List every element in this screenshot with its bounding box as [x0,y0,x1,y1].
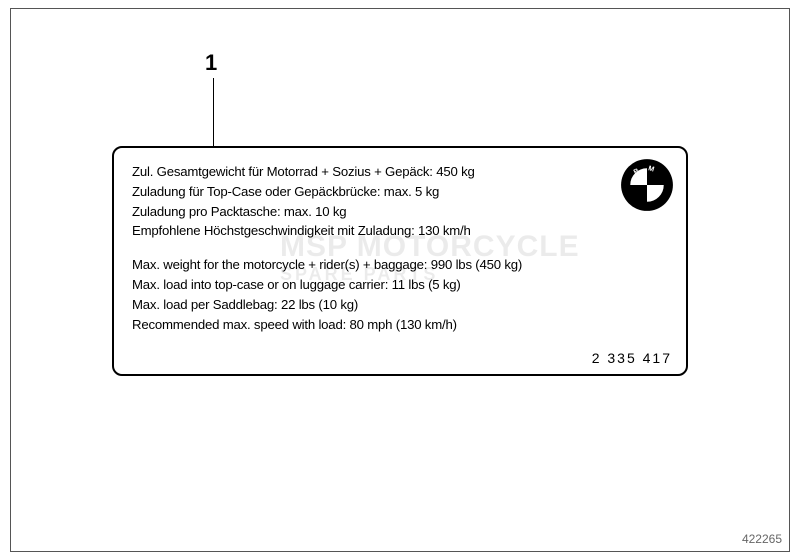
image-id: 422265 [742,532,782,546]
label-text-block-de: Zul. Gesamtgewicht für Motorrad + Sozius… [132,162,668,241]
callout-number: 1 [205,50,217,76]
label-line: Zul. Gesamtgewicht für Motorrad + Sozius… [132,162,668,182]
bmw-logo-icon: B M W [620,158,674,212]
label-line: Recommended max. speed with load: 80 mph… [132,315,668,335]
label-line: Max. load into top-case or on luggage ca… [132,275,668,295]
label-line: Max. load per Saddlebag: 22 lbs (10 kg) [132,295,668,315]
label-text-block-en: Max. weight for the motorcycle + rider(s… [132,255,668,334]
label-line: Zuladung für Top-Case oder Gepäckbrücke:… [132,182,668,202]
label-line: Max. weight for the motorcycle + rider(s… [132,255,668,275]
label-line: Empfohlene Höchstgeschwindigkeit mit Zul… [132,221,668,241]
callout-leader-line [213,78,214,146]
payload-label: Zul. Gesamtgewicht für Motorrad + Sozius… [112,146,688,376]
label-line: Zuladung pro Packtasche: max. 10 kg [132,202,668,222]
part-number: 2 335 417 [592,350,672,366]
